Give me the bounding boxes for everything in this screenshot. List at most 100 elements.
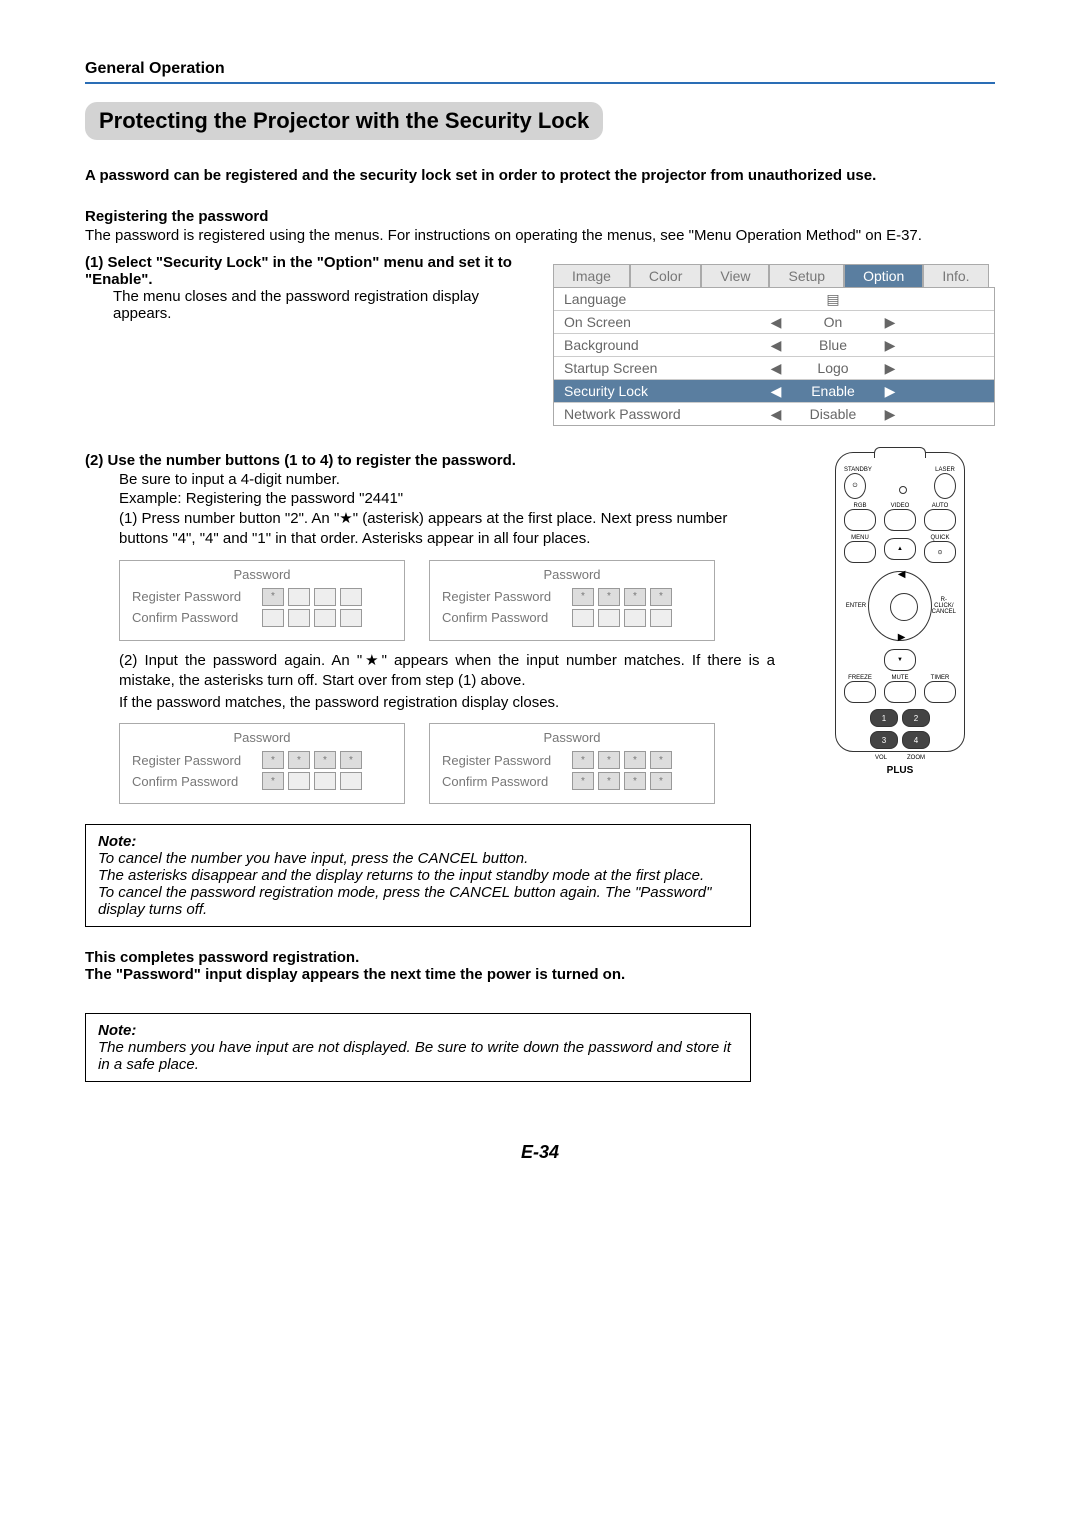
password-row-label: Register Password xyxy=(442,753,572,768)
arrow-right-icon: ▶ xyxy=(878,314,902,331)
password-cell: * xyxy=(572,588,594,606)
intro-text: A password can be registered and the sec… xyxy=(85,167,995,184)
note1-l2: The asterisks disappear and the display … xyxy=(98,867,738,884)
numpad: 1 2 3 4 xyxy=(868,709,932,749)
menu-label: Startup Screen xyxy=(554,357,764,379)
password-row: Confirm Password* xyxy=(132,772,392,790)
menu-value: Enable xyxy=(788,383,878,399)
up-button[interactable]: ▲ xyxy=(884,538,916,560)
password-title: Password xyxy=(132,567,392,582)
menu-row-network-password[interactable]: Network Password◀Disable▶ xyxy=(554,402,994,425)
menu-label: Network Password xyxy=(554,403,764,425)
password-cell: * xyxy=(262,588,284,606)
menu-tab-setup[interactable]: Setup xyxy=(769,264,844,287)
step2-l2: Example: Registering the password "2441" xyxy=(119,490,775,507)
password-panels-1: PasswordRegister Password*Confirm Passwo… xyxy=(119,560,775,641)
password-row: Register Password**** xyxy=(442,588,702,606)
password-row-label: Register Password xyxy=(132,589,262,604)
arrow-left-icon: ◀ xyxy=(764,406,788,423)
freeze-button[interactable] xyxy=(844,681,876,703)
password-title: Password xyxy=(442,730,702,745)
freeze-label: FREEZE xyxy=(844,675,876,681)
page-title: Protecting the Projector with the Securi… xyxy=(85,102,603,140)
timer-button[interactable] xyxy=(924,681,956,703)
password-cell: * xyxy=(650,751,672,769)
menu-value: ▤ xyxy=(788,291,878,308)
num-1[interactable]: 1 xyxy=(870,709,898,727)
menu-tab-color[interactable]: Color xyxy=(630,264,701,287)
password-cell xyxy=(624,609,646,627)
zoom-label: ZOOM xyxy=(907,755,925,761)
s1-text: Press number button "2". An "★" (asteris… xyxy=(119,510,727,547)
arrow-left-icon: ◀ xyxy=(764,337,788,354)
note-1: Note: To cancel the number you have inpu… xyxy=(85,824,751,927)
menu-button[interactable] xyxy=(844,541,876,563)
mute-button[interactable] xyxy=(884,681,916,703)
password-row: Confirm Password xyxy=(442,609,702,627)
led-icon xyxy=(899,486,907,494)
step2-title: Use the number buttons (1 to 4) to regis… xyxy=(108,452,516,469)
dpad[interactable]: ◀ ▶ xyxy=(868,571,932,641)
password-cell xyxy=(340,772,362,790)
standby-label: STANDBY xyxy=(844,467,872,473)
step2-num: (2) xyxy=(85,452,103,469)
menu-tab-image[interactable]: Image xyxy=(553,264,630,287)
password-cell: * xyxy=(262,772,284,790)
password-panel: PasswordRegister Password*Confirm Passwo… xyxy=(119,560,405,641)
password-cell: * xyxy=(650,772,672,790)
menu-tab-view[interactable]: View xyxy=(701,264,769,287)
rgb-label: RGB xyxy=(844,503,876,509)
menu-row-on-screen[interactable]: On Screen◀On▶ xyxy=(554,310,994,333)
password-row-label: Confirm Password xyxy=(132,774,262,789)
cancel-label: R-CLICK/ CANCEL xyxy=(932,597,956,615)
password-cell xyxy=(314,609,336,627)
option-menu: ImageColorViewSetupOptionInfo. Language ▤… xyxy=(553,264,995,426)
auto-button[interactable] xyxy=(924,509,956,531)
down-button[interactable]: ▼ xyxy=(884,649,916,671)
password-cell: * xyxy=(598,588,620,606)
arrow-right-icon: ▶ xyxy=(878,360,902,377)
menu-tab-info[interactable]: Info. xyxy=(923,264,988,287)
s2-num: (2) xyxy=(119,652,137,669)
step2-l1: Be sure to input a 4-digit number. xyxy=(119,471,775,488)
menu-row-startup-screen[interactable]: Startup Screen◀Logo▶ xyxy=(554,356,994,379)
password-cell xyxy=(314,772,336,790)
note1-l3: To cancel the password registration mode… xyxy=(98,884,738,918)
vol-label: VOL xyxy=(875,755,887,761)
password-cell: * xyxy=(262,751,284,769)
password-cell xyxy=(288,609,310,627)
password-title: Password xyxy=(132,730,392,745)
registering-heading: Registering the password xyxy=(85,208,995,225)
password-cell xyxy=(262,609,284,627)
password-row-label: Register Password xyxy=(442,589,572,604)
standby-button[interactable]: ⏻ xyxy=(844,473,866,499)
laser-button[interactable] xyxy=(934,473,956,499)
password-row-label: Confirm Password xyxy=(442,610,572,625)
password-cell xyxy=(288,772,310,790)
password-cell: * xyxy=(572,772,594,790)
num-3[interactable]: 3 xyxy=(870,731,898,749)
s1-num: (1) xyxy=(119,510,137,527)
final-l2: The "Password" input display appears the… xyxy=(85,966,725,983)
password-row: Confirm Password**** xyxy=(442,772,702,790)
rgb-button[interactable] xyxy=(844,509,876,531)
final-l1: This completes password registration. xyxy=(85,949,725,966)
menu-label: Language xyxy=(554,288,764,310)
arrow-right-icon: ▶ xyxy=(878,383,902,400)
menu-tab-option[interactable]: Option xyxy=(844,264,923,287)
password-cell xyxy=(650,609,672,627)
password-panels-2: PasswordRegister Password****Confirm Pas… xyxy=(119,723,775,804)
menu-label: Background xyxy=(554,334,764,356)
menu-row-security-lock[interactable]: Security Lock◀Enable▶ xyxy=(554,379,994,402)
num-4[interactable]: 4 xyxy=(902,731,930,749)
timer-label: TIMER xyxy=(924,675,956,681)
password-panel: PasswordRegister Password****Confirm Pas… xyxy=(429,560,715,641)
video-button[interactable] xyxy=(884,509,916,531)
menu-row-language[interactable]: Language ▤ xyxy=(554,288,994,310)
menu-value: Disable xyxy=(788,406,878,422)
arrow-left-icon: ◀ xyxy=(764,314,788,331)
quick-button[interactable]: ⊙ xyxy=(924,541,956,563)
menu-row-background[interactable]: Background◀Blue▶ xyxy=(554,333,994,356)
num-2[interactable]: 2 xyxy=(902,709,930,727)
final-block: This completes password registration. Th… xyxy=(85,949,725,983)
